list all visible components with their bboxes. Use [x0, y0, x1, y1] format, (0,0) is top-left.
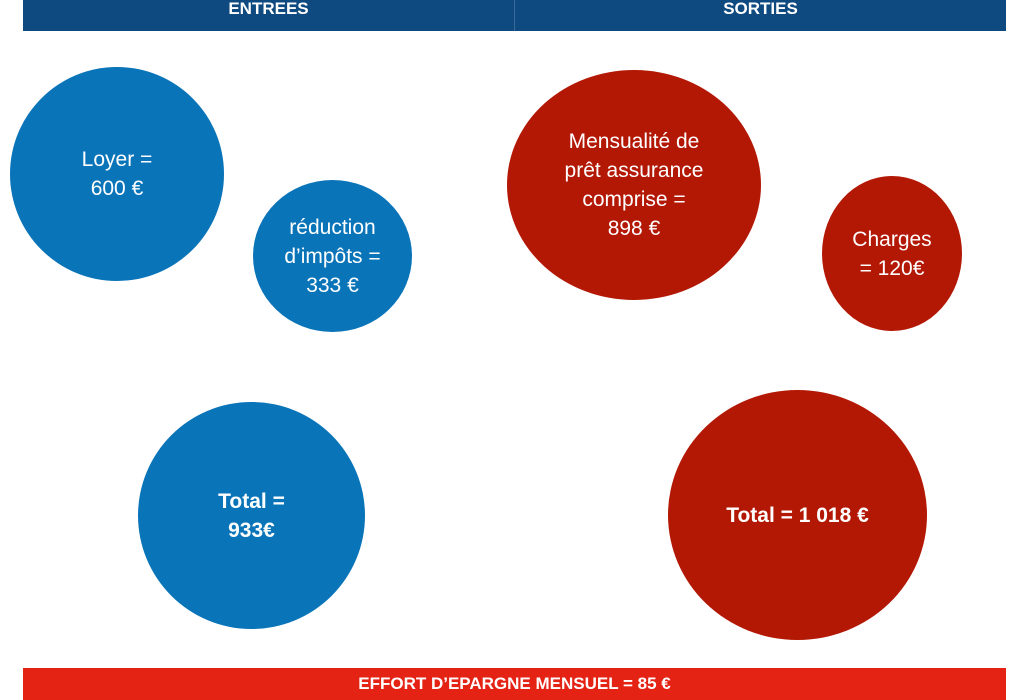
bubble-loyer: Loyer = 600 € — [10, 67, 224, 281]
bubble-total-sorties: Total = 1 018 € — [668, 390, 927, 640]
bubble-charges: Charges = 120€ — [822, 176, 962, 331]
header-bar: ENTREES SORTIES — [23, 0, 1006, 31]
header-entrees: ENTREES — [228, 0, 309, 18]
bubble-total-entrees: Total = 933€ — [138, 402, 365, 629]
bubble-reduction-impots: réduction d’impôts = 333 € — [253, 180, 412, 332]
bubble-mensualite: Mensualité de prêt assurance comprise = … — [507, 70, 761, 300]
footer-effort-epargne: EFFORT D’EPARGNE MENSUEL = 85 € — [23, 668, 1006, 700]
header-sorties: SORTIES — [514, 0, 1006, 31]
